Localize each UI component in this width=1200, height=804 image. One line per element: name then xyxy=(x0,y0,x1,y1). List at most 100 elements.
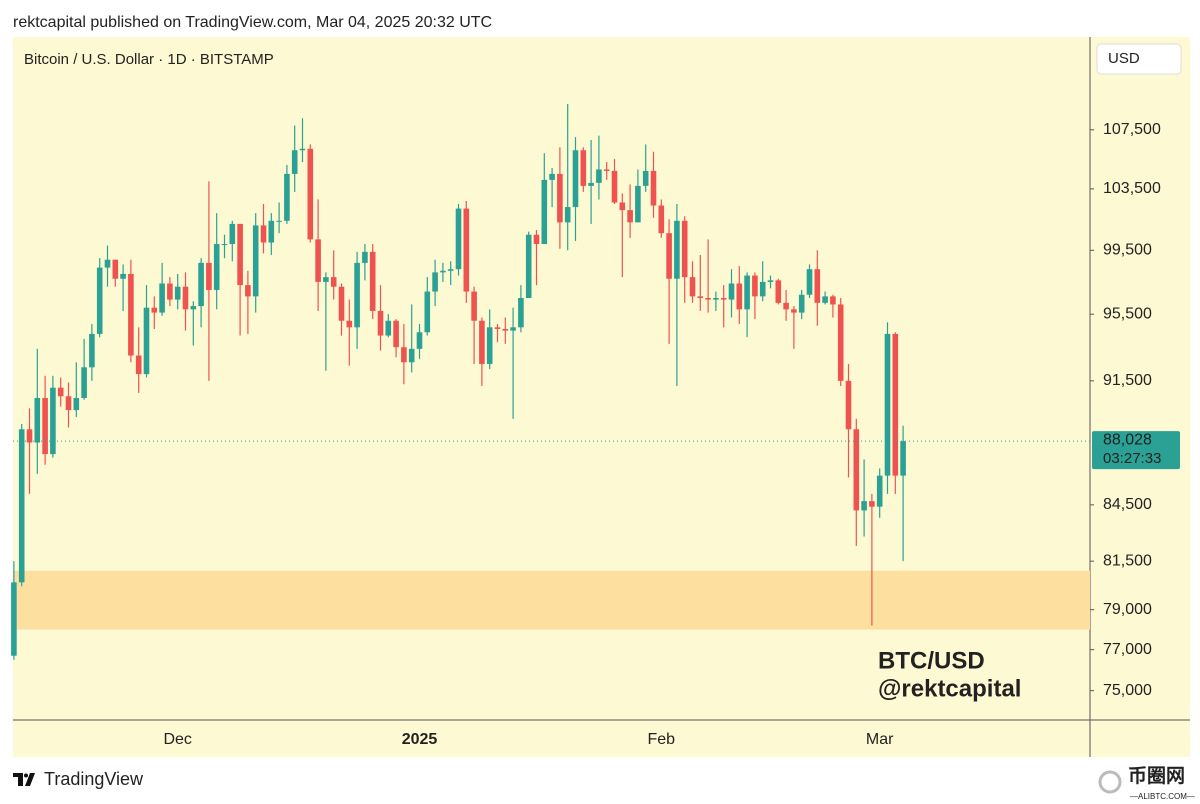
last-price-label: 88,028 xyxy=(1103,431,1152,448)
candle-body xyxy=(658,205,665,234)
candle-body xyxy=(65,396,72,411)
y-tick-label: 77,000 xyxy=(1103,641,1152,658)
candle-body xyxy=(57,387,64,397)
candle-body xyxy=(229,223,236,245)
candle-body xyxy=(73,397,80,411)
candle-body xyxy=(479,320,485,364)
time-axis xyxy=(13,720,1090,757)
candle-body xyxy=(346,320,353,328)
candle-body xyxy=(26,429,33,443)
candle-body xyxy=(369,251,376,311)
chart-title: Bitcoin / U.S. Dollar · 1D · BITSTAMP xyxy=(24,51,274,68)
candle-body xyxy=(533,234,540,245)
candle-body xyxy=(81,367,87,398)
header: rektcapital published on TradingView.com… xyxy=(13,14,492,31)
candle-body xyxy=(96,267,103,334)
candle-body xyxy=(393,320,399,348)
candle-body xyxy=(736,283,743,310)
candle-body xyxy=(323,277,329,282)
candle-body xyxy=(541,179,548,245)
candle-body xyxy=(174,286,181,300)
candle-body xyxy=(11,582,17,656)
candle-body xyxy=(135,355,142,375)
candle-body xyxy=(674,220,680,279)
candle-body xyxy=(900,441,906,476)
candle-body xyxy=(884,333,891,476)
candle-body xyxy=(424,291,431,333)
candle-body xyxy=(580,150,587,186)
y-tick-label: 95,500 xyxy=(1103,305,1152,322)
candle-body xyxy=(611,170,618,203)
candle-body xyxy=(596,169,602,183)
candle-body xyxy=(814,269,821,303)
candle-body xyxy=(564,207,571,223)
candle-body xyxy=(213,244,220,290)
candle-body xyxy=(642,170,649,186)
candle-body xyxy=(697,296,704,298)
y-tick-label: 81,500 xyxy=(1103,552,1152,569)
currency[interactable]: USD xyxy=(1108,50,1140,67)
candle-body xyxy=(338,286,345,321)
candle-body xyxy=(830,296,836,305)
x-tick-label: Dec xyxy=(163,731,191,748)
price-axis xyxy=(1090,37,1190,757)
x-tick-label: Mar xyxy=(866,731,894,748)
candle-body xyxy=(767,280,774,282)
watermark-icon xyxy=(1098,770,1122,794)
candle-body xyxy=(510,327,516,331)
candle-body xyxy=(128,273,134,356)
candle-body xyxy=(463,208,470,292)
y-tick-label: 79,000 xyxy=(1103,601,1152,618)
candle-body xyxy=(681,220,688,278)
candle-body xyxy=(42,397,48,455)
footer: TradingView xyxy=(44,769,144,789)
candle-body xyxy=(728,283,735,300)
candle-body xyxy=(713,297,719,300)
logo-icon xyxy=(13,773,35,786)
candle-body xyxy=(502,328,509,331)
candle-body xyxy=(494,327,501,329)
candle-body xyxy=(112,259,119,279)
candle-body xyxy=(408,348,415,363)
candle-body xyxy=(447,269,454,271)
candle-body xyxy=(315,239,321,282)
candle-body xyxy=(619,202,626,211)
candle-body xyxy=(744,275,750,310)
candle-body xyxy=(650,170,657,206)
tradingview-logo xyxy=(13,773,35,786)
candle-body xyxy=(783,302,789,310)
candle-body xyxy=(377,310,384,336)
candle-body xyxy=(845,380,852,430)
candle-body xyxy=(588,182,594,186)
y-tick-label: 91,500 xyxy=(1103,372,1152,389)
candle-body xyxy=(471,291,477,321)
candle-body xyxy=(330,277,337,287)
candle-body xyxy=(143,307,150,375)
watermark-site: —ALIBTC.COM— xyxy=(1130,792,1195,801)
candle-body xyxy=(432,272,438,292)
currency-box[interactable] xyxy=(1096,43,1182,75)
candle-body xyxy=(759,281,766,297)
candle-body xyxy=(869,501,875,507)
candle-body xyxy=(798,294,805,313)
candle-body xyxy=(206,262,212,290)
candle-body xyxy=(627,210,633,223)
candle-body xyxy=(120,273,126,279)
candle-body xyxy=(806,269,813,295)
candle-body xyxy=(34,397,41,443)
candle-body xyxy=(572,150,579,208)
candle-body xyxy=(752,275,758,297)
support-zone xyxy=(13,570,1090,630)
candle-body xyxy=(440,270,446,273)
candle-body xyxy=(401,347,407,363)
candle-body xyxy=(198,262,204,307)
candle-body xyxy=(268,220,275,243)
candle-body xyxy=(182,286,189,310)
x-tick-label: 2025 xyxy=(402,731,438,748)
candle-body xyxy=(276,220,282,222)
countdown: 03:27:33 xyxy=(1103,450,1161,467)
candle-body xyxy=(791,309,797,313)
candle-body xyxy=(260,225,267,243)
candle-body xyxy=(775,280,782,303)
